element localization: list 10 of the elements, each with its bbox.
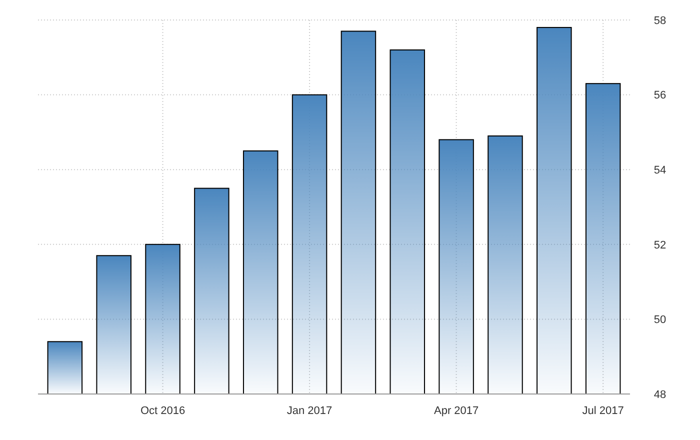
y-tick-label: 52 [654, 239, 666, 252]
y-tick-label: 48 [654, 388, 666, 401]
y-tick-label: 54 [654, 164, 666, 176]
y-tick-label: 56 [654, 90, 666, 102]
x-tick-label: Apr 2017 [434, 405, 479, 417]
x-tick-label: Jan 2017 [286, 405, 332, 417]
x-tick-label: Oct 2016 [140, 405, 186, 417]
y-tick-label: 50 [654, 314, 666, 326]
y-tick-label: 58 [654, 14, 666, 27]
x-tick-label: Jul 2017 [582, 405, 624, 417]
